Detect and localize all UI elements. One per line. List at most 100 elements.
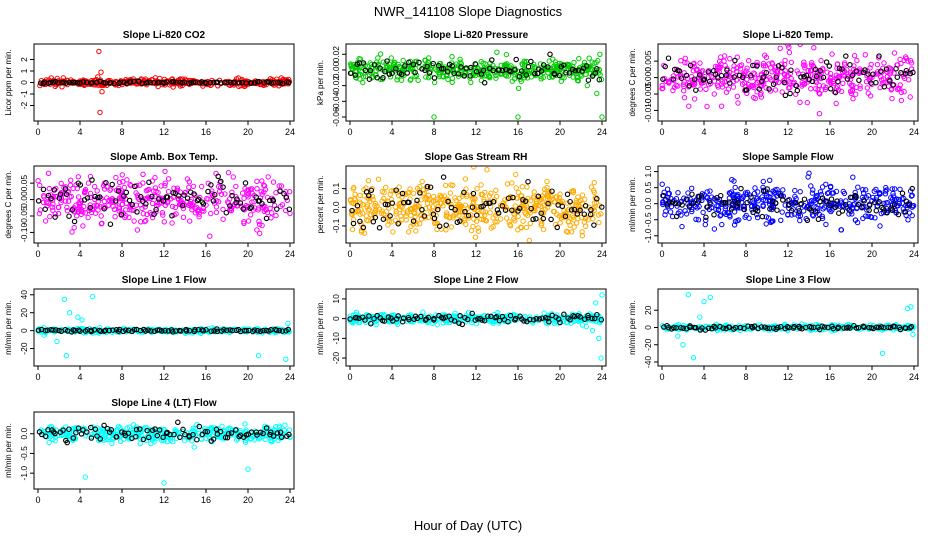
data-point (390, 229, 396, 235)
mean-point (499, 67, 506, 74)
mean-point (876, 199, 882, 205)
data-point (99, 220, 105, 227)
mean-point (844, 76, 851, 82)
outlier-point (908, 304, 914, 310)
mean-point (435, 62, 442, 69)
chart-ylabel: degrees C per min. (628, 48, 637, 116)
mean-point (377, 65, 383, 71)
data-point (482, 217, 488, 223)
mean-point (676, 68, 683, 74)
data-point (40, 199, 47, 206)
data-point (578, 73, 585, 79)
mean-point (522, 198, 529, 204)
data-point (493, 72, 499, 79)
mean-point (899, 190, 906, 197)
data-point (734, 197, 741, 203)
mean-point (695, 198, 702, 204)
chart-points (37, 48, 293, 116)
data-point (98, 195, 104, 202)
mean-point (256, 79, 263, 85)
mean-point (530, 317, 537, 323)
data-point (482, 209, 488, 215)
mean-point (881, 84, 888, 90)
data-point (661, 62, 667, 69)
data-point (595, 58, 601, 64)
data-point (273, 212, 279, 219)
data-point (396, 219, 403, 226)
data-point (818, 57, 824, 64)
data-point (228, 208, 234, 214)
mean-point (566, 70, 573, 76)
mean-point (906, 201, 913, 208)
mean-point (870, 325, 877, 332)
data-point (116, 204, 122, 211)
data-point (785, 44, 791, 48)
data-point (659, 181, 665, 187)
mean-point (151, 79, 157, 86)
x-tick-label: 20 (243, 127, 253, 137)
mean-point (84, 195, 91, 201)
mean-point (431, 215, 438, 222)
outlier-point (285, 320, 291, 327)
outlier-point (707, 294, 713, 300)
x-tick-label: 16 (513, 127, 523, 137)
data-point (377, 51, 384, 57)
mean-point (72, 79, 78, 86)
data-point (583, 71, 589, 78)
data-point (763, 221, 769, 227)
data-point (583, 223, 589, 229)
mean-point (214, 326, 220, 332)
data-point (551, 199, 557, 205)
mean-point (162, 327, 168, 334)
mean-point (692, 325, 699, 331)
mean-point (574, 211, 581, 217)
mean-point (528, 205, 534, 212)
mean-point (131, 326, 138, 333)
data-point (766, 198, 773, 205)
data-point (760, 178, 766, 185)
x-tick-label: 8 (431, 249, 436, 259)
data-point (278, 183, 285, 189)
mean-point (803, 72, 810, 79)
y-tick-label: -0.02 (331, 76, 341, 96)
data-point (868, 214, 874, 220)
chart-title: Slope Line 4 (LT) Flow (111, 398, 217, 409)
x-tick-label: 24 (909, 372, 919, 382)
y-tick-label: 0 (19, 328, 29, 333)
data-point (737, 66, 744, 72)
mean-point (459, 321, 466, 328)
data-point (892, 186, 898, 192)
mean-point (362, 317, 368, 323)
data-point (417, 221, 423, 227)
data-point (49, 204, 55, 210)
mean-point (462, 208, 468, 215)
data-point (487, 210, 493, 216)
mean-point (410, 218, 417, 224)
data-point (814, 192, 820, 199)
mean-point (876, 53, 882, 59)
data-point (73, 202, 79, 208)
data-point (111, 206, 118, 213)
mean-point (109, 181, 115, 188)
data-point (864, 207, 870, 213)
data-point (704, 189, 710, 195)
mean-point (419, 66, 425, 72)
x-tick-label: 12 (159, 249, 169, 259)
data-point (71, 225, 77, 231)
data-point (726, 210, 732, 216)
data-point (153, 328, 160, 334)
data-point (838, 227, 845, 233)
data-point (52, 211, 58, 217)
data-point (538, 73, 544, 80)
mean-point (50, 327, 56, 333)
data-point (75, 174, 82, 180)
data-point (85, 214, 91, 221)
mean-point (489, 57, 495, 63)
mean-point (116, 80, 122, 87)
data-point (530, 320, 536, 326)
mean-point (723, 72, 729, 78)
mean-point (839, 66, 845, 72)
mean-point (512, 66, 518, 73)
mean-point (545, 315, 551, 322)
